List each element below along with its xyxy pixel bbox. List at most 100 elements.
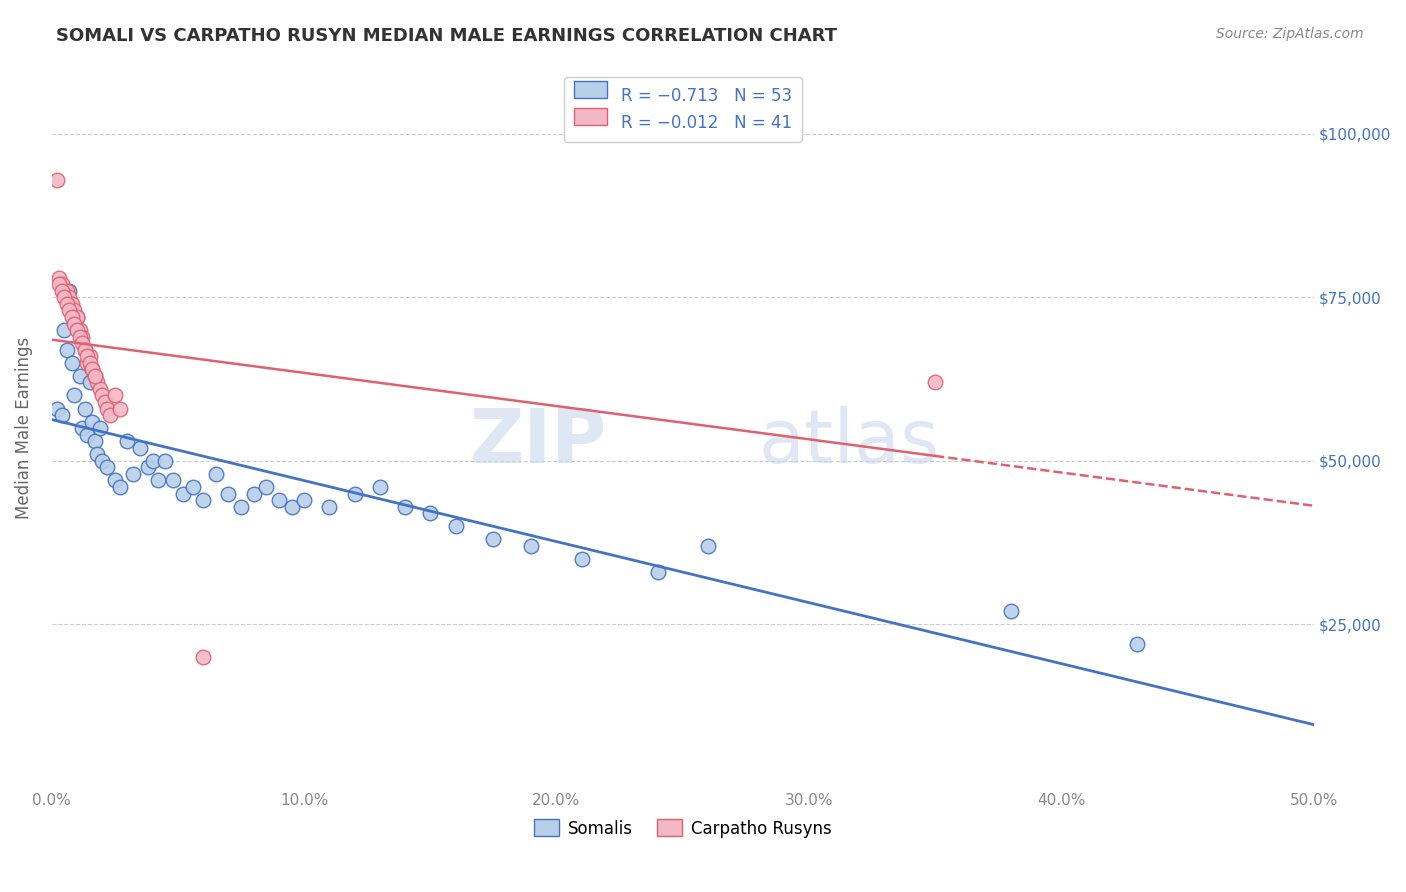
Point xyxy=(45,401,67,416)
Point xyxy=(58,290,80,304)
Point xyxy=(280,500,302,514)
Point xyxy=(343,486,366,500)
Point xyxy=(73,343,96,357)
Point xyxy=(48,277,70,292)
Point xyxy=(83,368,105,383)
Point xyxy=(86,376,108,390)
Point xyxy=(193,650,215,665)
Point xyxy=(70,329,93,343)
Point xyxy=(69,329,91,343)
Point xyxy=(108,401,131,416)
Point xyxy=(104,474,127,488)
Text: Source: ZipAtlas.com: Source: ZipAtlas.com xyxy=(1216,27,1364,41)
Text: atlas: atlas xyxy=(758,406,939,479)
Point xyxy=(292,493,315,508)
Point xyxy=(82,362,104,376)
Point xyxy=(56,343,79,357)
Point xyxy=(96,460,118,475)
Point xyxy=(58,284,80,298)
Point xyxy=(83,368,105,383)
Text: ZIP: ZIP xyxy=(470,406,607,479)
Point xyxy=(482,533,505,547)
Point xyxy=(1126,637,1149,651)
Point xyxy=(76,356,98,370)
Point xyxy=(63,303,86,318)
Point xyxy=(267,493,290,508)
Point xyxy=(56,297,79,311)
Point xyxy=(121,467,143,481)
Point xyxy=(66,310,89,324)
Point xyxy=(73,343,96,357)
Point xyxy=(60,356,83,370)
Point xyxy=(70,336,93,351)
Point xyxy=(98,408,121,422)
Point xyxy=(58,303,80,318)
Point xyxy=(51,277,73,292)
Point xyxy=(181,480,204,494)
Point xyxy=(217,486,239,500)
Point xyxy=(162,474,184,488)
Point xyxy=(129,441,152,455)
Point xyxy=(419,506,441,520)
Point xyxy=(394,500,416,514)
Point xyxy=(79,376,101,390)
Point xyxy=(104,388,127,402)
Point xyxy=(66,323,89,337)
Point xyxy=(70,421,93,435)
Point xyxy=(172,486,194,500)
Point xyxy=(254,480,277,494)
Point xyxy=(51,408,73,422)
Point xyxy=(86,447,108,461)
Point xyxy=(79,349,101,363)
Point xyxy=(368,480,391,494)
Point xyxy=(697,539,720,553)
Point xyxy=(60,310,83,324)
Point xyxy=(82,362,104,376)
Point xyxy=(204,467,226,481)
Point xyxy=(89,421,111,435)
Point xyxy=(69,368,91,383)
Point xyxy=(647,565,669,579)
Point xyxy=(117,434,139,449)
Legend: Somalis, Carpatho Rusyns: Somalis, Carpatho Rusyns xyxy=(527,813,838,844)
Point xyxy=(136,460,159,475)
Point xyxy=(76,349,98,363)
Point xyxy=(142,454,165,468)
Point xyxy=(91,388,114,402)
Point xyxy=(155,454,177,468)
Point xyxy=(924,376,946,390)
Point xyxy=(571,552,593,566)
Point xyxy=(193,493,215,508)
Point xyxy=(45,172,67,186)
Point xyxy=(229,500,252,514)
Point xyxy=(79,356,101,370)
Point xyxy=(51,284,73,298)
Point xyxy=(63,317,86,331)
Point xyxy=(91,454,114,468)
Point xyxy=(83,434,105,449)
Point xyxy=(444,519,467,533)
Point xyxy=(82,415,104,429)
Point xyxy=(242,486,264,500)
Point xyxy=(69,323,91,337)
Point xyxy=(73,401,96,416)
Point xyxy=(108,480,131,494)
Point xyxy=(53,284,76,298)
Point xyxy=(53,323,76,337)
Point xyxy=(53,290,76,304)
Point xyxy=(56,284,79,298)
Point xyxy=(76,427,98,442)
Point xyxy=(1000,604,1022,618)
Text: SOMALI VS CARPATHO RUSYN MEDIAN MALE EARNINGS CORRELATION CHART: SOMALI VS CARPATHO RUSYN MEDIAN MALE EAR… xyxy=(56,27,837,45)
Point xyxy=(63,388,86,402)
Point xyxy=(48,270,70,285)
Point xyxy=(318,500,340,514)
Point xyxy=(89,382,111,396)
Point xyxy=(60,297,83,311)
Point xyxy=(94,395,117,409)
Point xyxy=(66,310,89,324)
Point xyxy=(146,474,169,488)
Point xyxy=(520,539,543,553)
Y-axis label: Median Male Earnings: Median Male Earnings xyxy=(15,337,32,519)
Point xyxy=(96,401,118,416)
